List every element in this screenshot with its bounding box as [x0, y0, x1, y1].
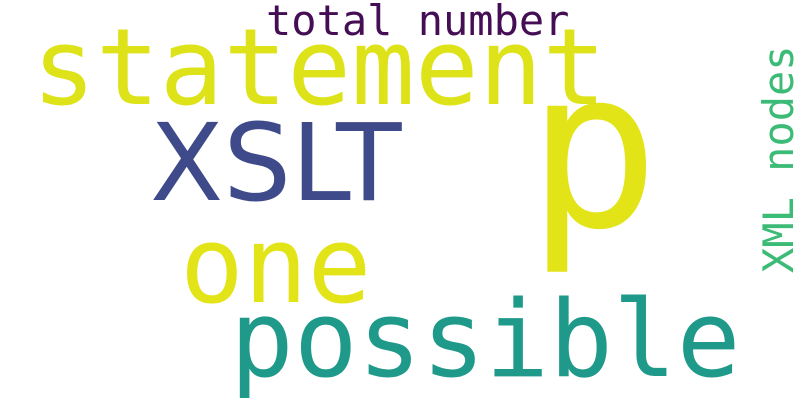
word-p: p: [527, 22, 660, 278]
word-possible: possible: [230, 278, 741, 400]
word-xslt: XSLT: [150, 102, 402, 226]
word-total-number: total number: [266, 0, 570, 45]
word-statement: statement: [32, 6, 607, 129]
word-xml-nodes: XML nodes: [754, 45, 800, 273]
word-one: one: [180, 204, 372, 327]
